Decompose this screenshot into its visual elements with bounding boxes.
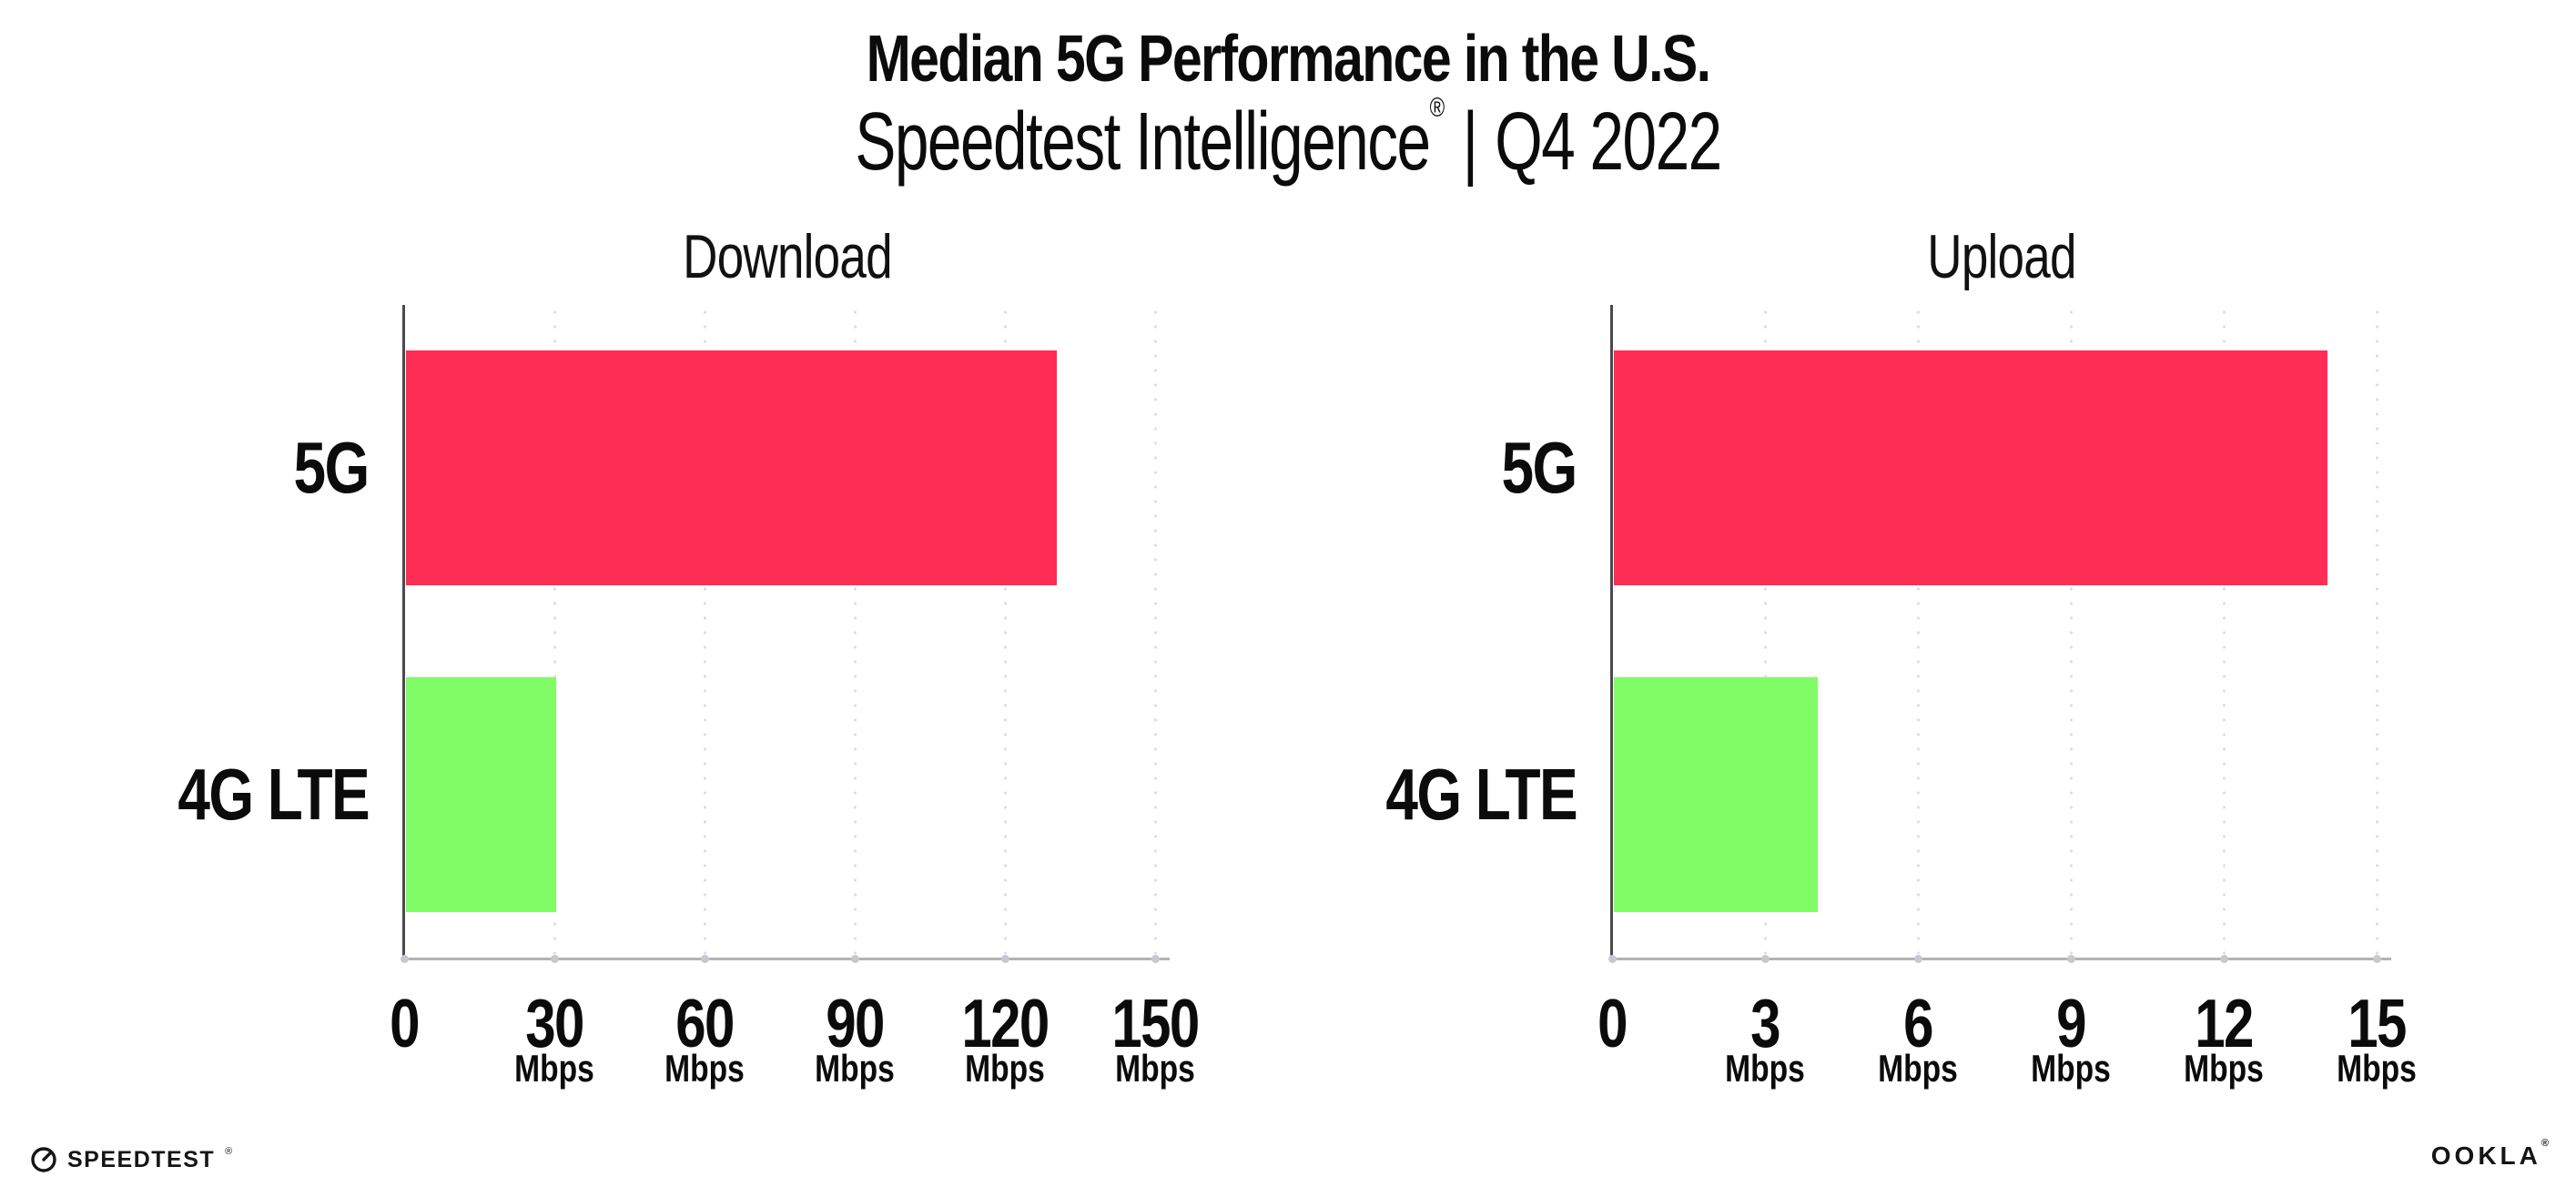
- speedtest-logo: SPEEDTEST ®: [30, 1140, 232, 1180]
- x-tick-label-9-upload: 9: [2056, 985, 2086, 1061]
- bar-5g-upload: [1614, 350, 2328, 585]
- x-tick-unit-120-download: Mbps: [965, 1047, 1045, 1090]
- upload-chart: Upload 5G 4G LTE 0 3 Mbps 6 Mbps 9 Mbps 12 Mbps 15 Mb…: [1385, 222, 2417, 1090]
- tick-mark-6: [1914, 955, 1922, 963]
- x-tick-unit-9-upload: Mbps: [2031, 1047, 2111, 1090]
- x-tick-label-0-download: 0: [390, 985, 420, 1061]
- x-tick-label-60-download: 60: [675, 985, 735, 1061]
- tick-mark-9: [2067, 955, 2075, 963]
- category-label-4g-lte-upload: 4G LTE: [1385, 754, 1577, 835]
- subtitle: Speedtest Intelligence® | Q4 2022: [855, 93, 1722, 184]
- upload-chart-title: Upload: [1927, 222, 2076, 291]
- ookla-logo: OOKLA ®: [2430, 1138, 2549, 1171]
- x-tick-label-120-download: 120: [961, 985, 1050, 1061]
- x-tick-unit-60-download: Mbps: [664, 1047, 745, 1090]
- gridline-15-mbps: [2376, 305, 2378, 959]
- gridline-3-mbps: [1764, 305, 1767, 959]
- x-tick-label-15-upload: 15: [2348, 985, 2407, 1061]
- tick-mark-15: [2373, 955, 2381, 963]
- x-tick-label-150-download: 150: [1111, 985, 1200, 1061]
- subtitle-separator: |: [1462, 96, 1479, 188]
- x-tick-unit-90-download: Mbps: [815, 1047, 895, 1090]
- x-tick-unit-12-upload: Mbps: [2184, 1047, 2264, 1090]
- ookla-wordmark: OOKLA: [2430, 1141, 2541, 1170]
- download-chart: Download 5G 4G LTE 0 30 Mbps 60 Mbps 90 Mbps 120 Mb…: [177, 222, 1200, 1090]
- tick-mark-30: [551, 955, 559, 963]
- tick-mark-150: [1151, 955, 1160, 963]
- x-tick-unit-150-download: Mbps: [1115, 1047, 1195, 1090]
- tick-mark-90: [851, 955, 859, 963]
- gridline-120-mbps: [1004, 305, 1007, 959]
- gridline-150-mbps: [1154, 305, 1157, 959]
- x-tick-unit-6-upload: Mbps: [1878, 1047, 1958, 1090]
- subtitle-period: Q4 2022: [1495, 96, 1722, 188]
- x-tick-label-12-upload: 12: [2195, 985, 2254, 1061]
- bar-4g-lte-download: [406, 677, 556, 912]
- x-axis-upload: [1609, 958, 2391, 960]
- gridline-90-mbps: [854, 305, 857, 959]
- subtitle-brand: Speedtest Intelligence: [855, 96, 1431, 188]
- tick-mark-3: [1761, 955, 1770, 963]
- gridline-6-mbps: [1917, 305, 1920, 959]
- x-tick-label-6-upload: 6: [1903, 985, 1933, 1061]
- tick-mark-120: [1001, 955, 1009, 963]
- tick-mark-12: [2220, 955, 2228, 963]
- gridline-9-mbps: [2070, 305, 2073, 959]
- gauge-icon: [31, 1147, 56, 1172]
- tick-mark-0: [1608, 955, 1617, 963]
- y-axis-upload: [1610, 305, 1613, 959]
- category-label-5g-download: 5G: [293, 427, 370, 508]
- y-axis-download: [402, 305, 405, 959]
- gridline-30-mbps: [553, 305, 556, 959]
- x-axis-download: [401, 958, 1170, 960]
- x-tick-label-0-upload: 0: [1597, 985, 1628, 1061]
- speedtest-wordmark: SPEEDTEST: [67, 1146, 216, 1172]
- x-tick-unit-30-download: Mbps: [514, 1047, 594, 1090]
- x-tick-label-3-upload: 3: [1750, 985, 1780, 1061]
- category-label-5g-upload: 5G: [1501, 427, 1578, 508]
- gridline-12-mbps: [2223, 305, 2226, 959]
- main-title: Median 5G Performance in the U.S.: [866, 23, 1711, 96]
- ookla-registered-mark: ®: [2541, 1138, 2549, 1149]
- category-label-4g-lte-download: 4G LTE: [177, 754, 370, 835]
- download-chart-title: Download: [682, 222, 892, 291]
- x-tick-label-90-download: 90: [826, 985, 885, 1061]
- x-tick-unit-3-upload: Mbps: [1725, 1047, 1805, 1090]
- bar-5g-download: [406, 350, 1057, 585]
- bar-4g-lte-upload: [1614, 677, 1818, 912]
- speedtest-registered-mark: ®: [225, 1146, 233, 1157]
- registered-mark: ®: [1429, 93, 1445, 123]
- tick-mark-60: [701, 955, 709, 963]
- tick-mark-0: [401, 955, 409, 963]
- x-tick-unit-15-upload: Mbps: [2337, 1047, 2417, 1090]
- x-tick-label-30-download: 30: [525, 985, 584, 1061]
- gridline-60-mbps: [704, 305, 706, 959]
